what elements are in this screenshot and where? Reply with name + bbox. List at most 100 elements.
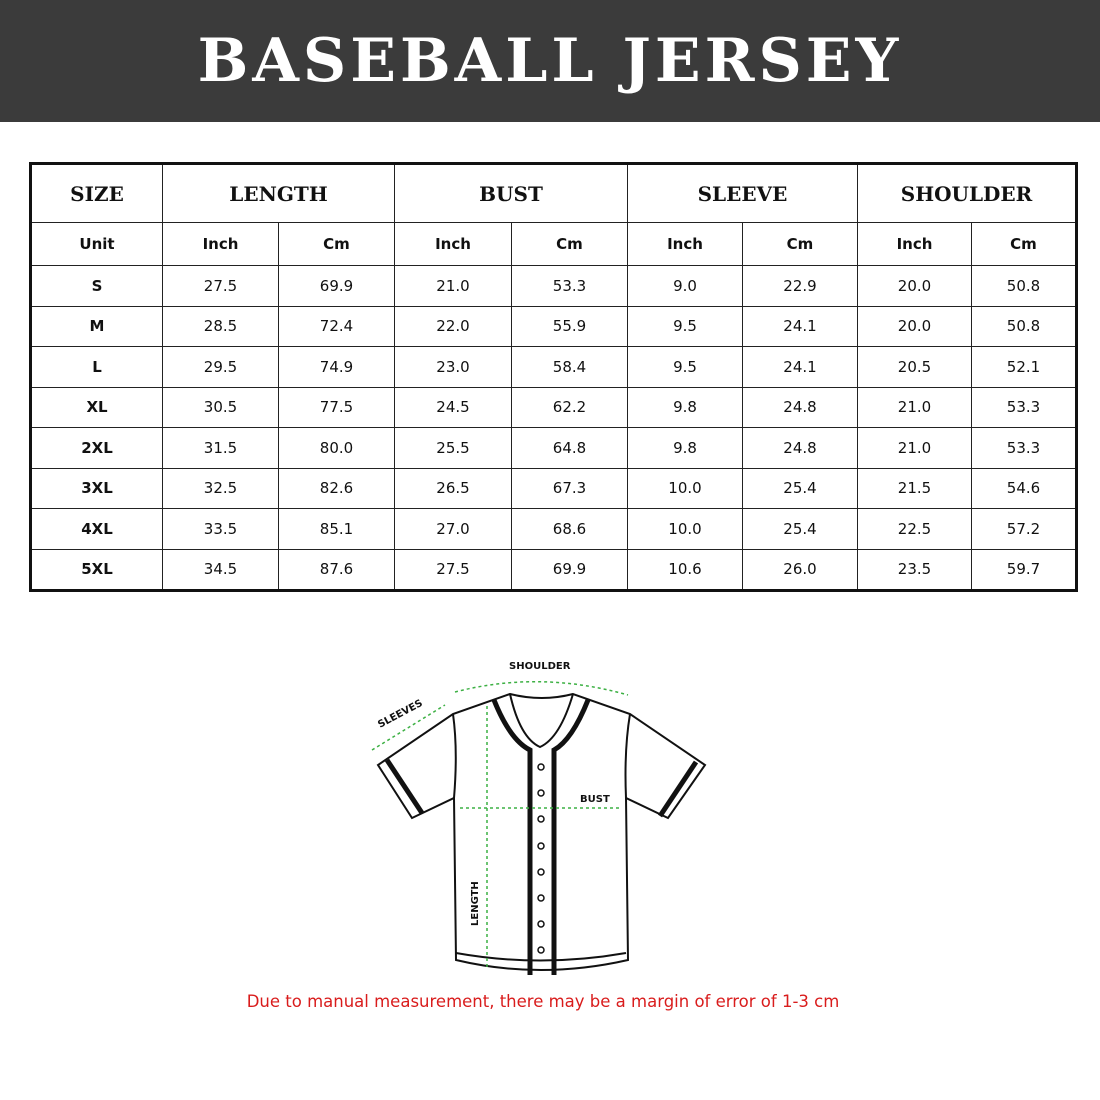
size-cell: XL: [30, 386, 163, 428]
measurement-cell: 50.8: [971, 305, 1077, 347]
measurement-cell: 22.5: [857, 508, 972, 550]
size-cell: L: [30, 346, 163, 388]
measurement-cell: 55.9: [511, 305, 628, 347]
measurement-cell: 33.5: [162, 508, 279, 550]
measurement-cell: 9.5: [627, 346, 743, 388]
measurement-cell: 24.1: [742, 346, 858, 388]
button-icons: [537, 763, 545, 954]
measurement-cell: 27.0: [394, 508, 512, 550]
measurement-cell: 10.0: [627, 508, 743, 550]
size-cell: 2XL: [30, 427, 163, 469]
unit-cell: Cm: [511, 222, 628, 266]
jersey-diagram: SHOULDER SLEEVES BUST LENGTH: [371, 661, 707, 975]
label-sleeves: SLEEVES: [376, 698, 424, 731]
size-cell: 3XL: [30, 467, 163, 509]
measurement-cell: 53.3: [971, 427, 1077, 469]
unit-cell: Unit: [30, 222, 163, 266]
measurement-cell: 69.9: [278, 265, 395, 307]
measurement-cell: 80.0: [278, 427, 395, 469]
unit-cell: Cm: [971, 222, 1077, 266]
table-row: S 27.5 69.9 21.0 53.3 9.0 22.9 20.0 50.8: [30, 265, 1077, 307]
measurement-cell: 21.0: [857, 386, 972, 428]
header-size: SIZE: [30, 163, 163, 223]
measurement-cell: 9.0: [627, 265, 743, 307]
header-row: SIZE LENGTH BUST SLEEVE SHOULDER: [30, 163, 1077, 223]
unit-cell: Cm: [742, 222, 858, 266]
table-row: 5XL 34.5 87.6 27.5 69.9 10.6 26.0 23.5 59.7: [30, 548, 1077, 591]
title-banner: BASEBALL JERSEY: [0, 0, 1100, 122]
label-bust: BUST: [580, 794, 610, 805]
table-row: 2XL 31.5 80.0 25.5 64.8 9.8 24.8 21.0 53.3: [30, 427, 1077, 469]
measurement-cell: 25.4: [742, 508, 858, 550]
measurement-cell: 23.0: [394, 346, 512, 388]
measurement-cell: 77.5: [278, 386, 395, 428]
measurement-cell: 74.9: [278, 346, 395, 388]
header-sleeve: SLEEVE: [627, 163, 858, 223]
measurement-cell: 53.3: [971, 386, 1077, 428]
measurement-cell: 27.5: [394, 548, 512, 591]
measurement-cell: 22.0: [394, 305, 512, 347]
measurement-cell: 59.7: [971, 548, 1077, 591]
measurement-cell: 54.6: [971, 467, 1077, 509]
label-length: LENGTH: [470, 881, 481, 926]
size-chart-table: SIZE LENGTH BUST SLEEVE SHOULDER Unit Inc…: [29, 162, 1078, 592]
measurement-cell: 57.2: [971, 508, 1077, 550]
measurement-cell: 21.0: [394, 265, 512, 307]
measurement-cell: 87.6: [278, 548, 395, 591]
table-row: L 29.5 74.9 23.0 58.4 9.5 24.1 20.5 52.1: [30, 346, 1077, 388]
table-row: M 28.5 72.4 22.0 55.9 9.5 24.1 20.0 50.8: [30, 305, 1077, 347]
measurement-cell: 26.0: [742, 548, 858, 591]
measurement-cell: 69.9: [511, 548, 628, 591]
page-title: BASEBALL JERSEY: [197, 26, 903, 96]
measurement-cell: 20.0: [857, 305, 972, 347]
measurement-cell: 24.5: [394, 386, 512, 428]
jersey-outline: [376, 692, 707, 975]
measurement-cell: 23.5: [857, 548, 972, 591]
size-cell: M: [30, 305, 163, 347]
unit-cell: Inch: [394, 222, 512, 266]
table-row: 4XL 33.5 85.1 27.0 68.6 10.0 25.4 22.5 57.2: [30, 508, 1077, 550]
measurement-note: Due to manual measurement, there may be …: [246, 992, 840, 1011]
label-shoulder: SHOULDER: [509, 661, 571, 672]
measurement-cell: 20.5: [857, 346, 972, 388]
table-row: 3XL 32.5 82.6 26.5 67.3 10.0 25.4 21.5 54.6: [30, 467, 1077, 509]
measurement-cell: 28.5: [162, 305, 279, 347]
measurement-arrows: [371, 681, 629, 968]
size-cell: 4XL: [30, 508, 163, 550]
measurement-cell: 34.5: [162, 548, 279, 591]
measurement-cell: 67.3: [511, 467, 628, 509]
measurement-cell: 52.1: [971, 346, 1077, 388]
measurement-cell: 32.5: [162, 467, 279, 509]
measurement-cell: 29.5: [162, 346, 279, 388]
measurement-cell: 22.9: [742, 265, 858, 307]
unit-row: Unit Inch Cm Inch Cm Inch Cm Inch Cm: [30, 222, 1077, 266]
measurement-cell: 9.8: [627, 386, 743, 428]
measurement-cell: 25.5: [394, 427, 512, 469]
measurement-cell: 24.8: [742, 386, 858, 428]
measurement-cell: 26.5: [394, 467, 512, 509]
measurement-cell: 82.6: [278, 467, 395, 509]
measurement-cell: 30.5: [162, 386, 279, 428]
measurement-cell: 25.4: [742, 467, 858, 509]
measurement-cell: 10.0: [627, 467, 743, 509]
measurement-cell: 24.8: [742, 427, 858, 469]
header-bust: BUST: [394, 163, 628, 223]
measurement-cell: 58.4: [511, 346, 628, 388]
unit-cell: Inch: [627, 222, 743, 266]
table-row: XL 30.5 77.5 24.5 62.2 9.8 24.8 21.0 53.3: [30, 386, 1077, 428]
measurement-cell: 21.5: [857, 467, 972, 509]
measurement-cell: 10.6: [627, 548, 743, 591]
measurement-cell: 9.8: [627, 427, 743, 469]
measurement-cell: 62.2: [511, 386, 628, 428]
measurement-cell: 21.0: [857, 427, 972, 469]
measurement-cell: 31.5: [162, 427, 279, 469]
measurement-cell: 50.8: [971, 265, 1077, 307]
measurement-cell: 9.5: [627, 305, 743, 347]
measurement-cell: 27.5: [162, 265, 279, 307]
header-shoulder: SHOULDER: [857, 163, 1077, 223]
measurement-cell: 53.3: [511, 265, 628, 307]
measurement-cell: 20.0: [857, 265, 972, 307]
size-cell: S: [30, 265, 163, 307]
unit-cell: Inch: [162, 222, 279, 266]
measurement-cell: 64.8: [511, 427, 628, 469]
